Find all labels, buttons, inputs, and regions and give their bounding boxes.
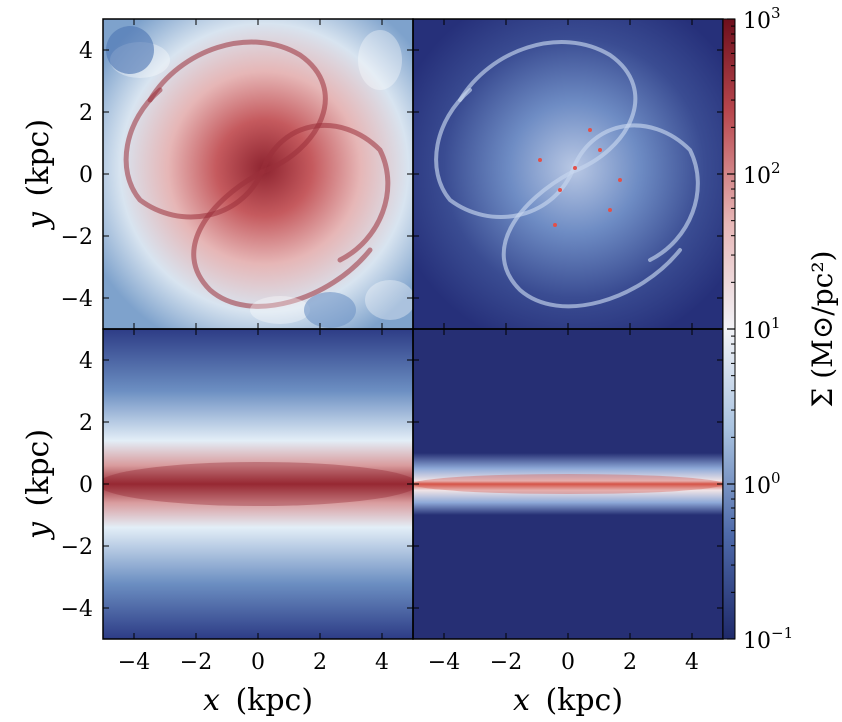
- x-axis-label-left: x (kpc): [203, 683, 313, 718]
- x-tick-label: 4: [685, 650, 699, 675]
- x-tick-label: −4: [118, 650, 150, 675]
- x-tick-label: 0: [561, 650, 575, 675]
- colorbar-tick-label: 10−1: [743, 624, 793, 654]
- y-tick-label: 2: [79, 101, 93, 126]
- colorbar-ticks: 103 102 101 100 10−1: [727, 4, 793, 654]
- colorbar-tick-label: 103: [743, 4, 781, 34]
- y-tick-label: 0: [79, 473, 93, 498]
- y-tick-label: −2: [61, 225, 93, 250]
- panel-edge-on-dense-gas: [413, 329, 723, 639]
- panel-face-on-all-gas: [103, 19, 413, 329]
- y-tick-label: 2: [79, 411, 93, 436]
- x-tick-label: −4: [428, 650, 460, 675]
- y-tick-label: −2: [61, 535, 93, 560]
- x-tick-label: 2: [623, 650, 637, 675]
- x-tick-label: 2: [313, 650, 327, 675]
- panel-face-on-dense-gas: [413, 19, 723, 329]
- colorbar-tick-label: 101: [743, 314, 781, 344]
- colorbar-tick-label: 100: [743, 469, 781, 499]
- y-tick-label: −4: [61, 597, 93, 622]
- y-axis-label-bottom: y (kpc): [21, 429, 56, 541]
- panel-edge-on-all-gas: [103, 329, 413, 639]
- y-tick-label: 4: [79, 39, 93, 64]
- x-tick-label: 0: [251, 650, 265, 675]
- x-tick-label: −2: [180, 650, 212, 675]
- colorbar-label: Σ (M⊙/pc²): [806, 251, 839, 408]
- axis-ticks: −4 −2 0 2 4 −4 −2 0 2 4 −4 −2 0 2 4 −4 −2 0 2 4: [61, 19, 723, 675]
- x-tick-label: −2: [490, 650, 522, 675]
- y-tick-label: −4: [61, 287, 93, 312]
- colorbar: 103 102 101 100 10−1 Σ (M⊙/pc²): [722, 4, 839, 654]
- y-axis-label-top: y (kpc): [21, 119, 56, 231]
- x-axis-label-right: x (kpc): [513, 683, 623, 718]
- x-tick-label: 4: [375, 650, 389, 675]
- y-tick-label: 0: [79, 163, 93, 188]
- colorbar-tick-label: 102: [743, 159, 781, 189]
- y-tick-label: 4: [79, 349, 93, 374]
